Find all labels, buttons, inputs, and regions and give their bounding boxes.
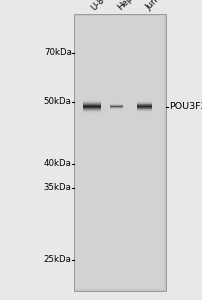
Bar	[83, 112, 101, 113]
Bar	[74, 14, 166, 291]
Bar	[137, 106, 152, 107]
Text: 70kDa: 70kDa	[44, 48, 72, 57]
Bar	[83, 103, 101, 104]
Bar	[83, 102, 101, 103]
Bar	[137, 111, 152, 112]
Bar	[137, 110, 152, 111]
Bar	[137, 114, 152, 115]
Bar	[137, 99, 152, 100]
Bar	[83, 98, 101, 99]
Text: Jurkat: Jurkat	[144, 0, 168, 12]
Bar	[83, 114, 101, 115]
Bar	[137, 105, 152, 106]
Bar	[137, 101, 152, 102]
Bar	[83, 113, 101, 114]
Bar	[83, 106, 101, 107]
Bar	[83, 104, 101, 105]
Bar	[83, 110, 101, 111]
Bar	[83, 107, 101, 108]
Text: 25kDa: 25kDa	[44, 255, 72, 264]
Bar	[137, 100, 152, 101]
Bar	[83, 100, 101, 101]
Bar	[83, 105, 101, 106]
Bar	[137, 104, 152, 105]
Bar	[83, 111, 101, 112]
Bar	[83, 108, 101, 109]
Bar	[83, 101, 101, 102]
Bar	[75, 16, 164, 289]
Bar	[137, 103, 152, 104]
Bar	[83, 97, 101, 98]
Text: 50kDa: 50kDa	[44, 98, 72, 106]
Bar	[137, 113, 152, 114]
Text: HepG2: HepG2	[116, 0, 143, 12]
Bar	[137, 108, 152, 109]
Bar	[137, 112, 152, 113]
Bar	[137, 98, 152, 99]
Text: U-87MG: U-87MG	[89, 0, 120, 12]
Bar	[137, 102, 152, 103]
Text: 40kDa: 40kDa	[44, 159, 72, 168]
Bar	[83, 99, 101, 100]
Bar	[137, 107, 152, 108]
Text: POU3F2: POU3F2	[169, 102, 202, 111]
Text: 35kDa: 35kDa	[44, 183, 72, 192]
Bar	[83, 115, 101, 116]
